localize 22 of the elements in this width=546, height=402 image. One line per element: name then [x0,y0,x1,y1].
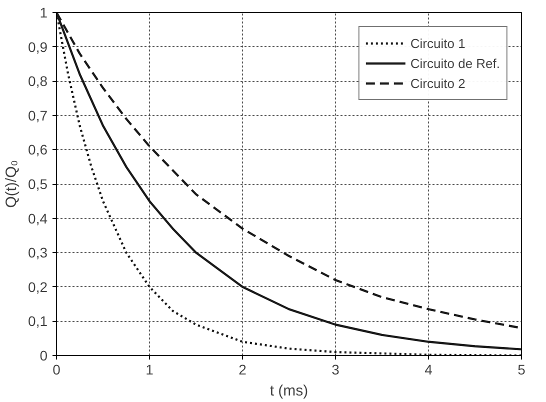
x-tick-label: 1 [146,362,154,378]
y-tick-label: 0,1 [28,313,48,330]
x-tick-label: 4 [424,362,433,378]
y-tick-label: 1 [40,4,48,20]
x-axis-title: t (ms) [270,382,308,400]
y-tick-label: 0 [40,348,48,364]
x-tick-label: 0 [52,362,61,378]
x-tick-label: 3 [332,362,340,378]
y-tick-label: 0,5 [28,176,48,192]
y-axis-title: Q(t)/Q₀ [3,160,20,208]
legend-label: Circuito de Ref. [410,56,500,70]
legend-label: Circuito 2 [410,76,466,90]
y-tick-label: 0,9 [28,38,48,55]
x-tick-label: 5 [518,362,526,378]
y-tick-label: 0,7 [28,107,48,124]
y-tick-label: 0,6 [28,142,48,158]
x-tick-label: 2 [238,362,247,378]
y-tick-label: 0,8 [28,73,48,90]
y-tick-label: 0,2 [28,278,48,295]
y-tick-label: 0,4 [28,210,48,226]
y-tick-label: 0,3 [28,244,48,261]
legend-label: Circuito 1 [410,36,466,50]
